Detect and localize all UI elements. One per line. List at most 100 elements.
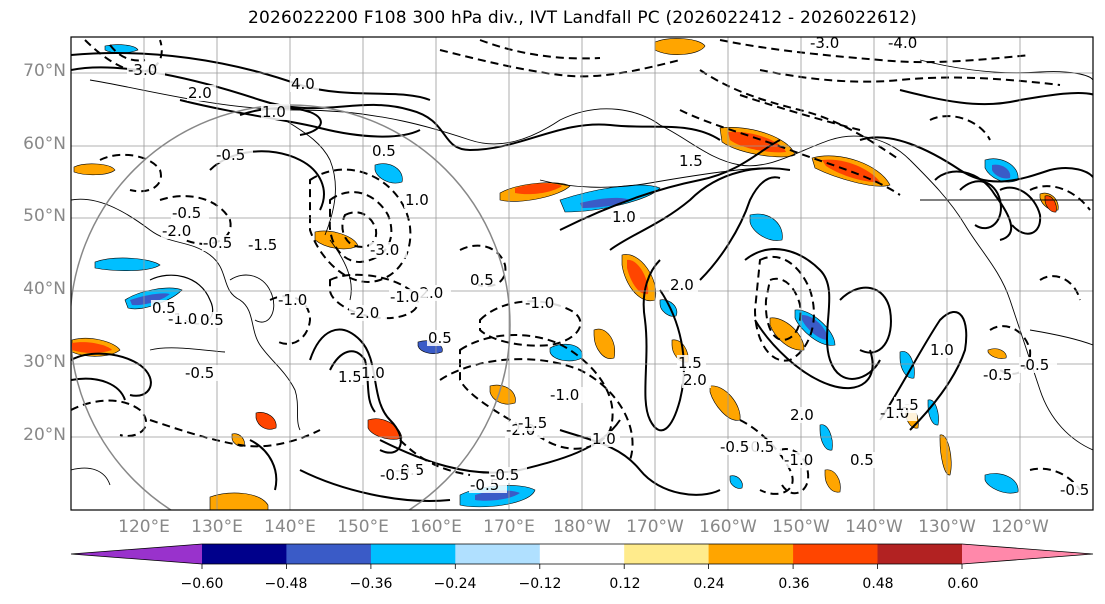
contour-label: 1.5 [338, 368, 362, 386]
contour-positive [899, 89, 1093, 106]
contour-label: -0.5 [1060, 481, 1089, 499]
shade-patch [104, 44, 139, 54]
shade-patch [987, 348, 1007, 359]
contour-label: 4.0 [291, 75, 315, 93]
colorbar-tick-label: −0.36 [349, 576, 393, 592]
contour-label: 2.0 [188, 84, 212, 102]
lon-label: 130°W [918, 517, 976, 537]
contour-label: -1.5 [248, 236, 277, 254]
contour-label-layer: -3.0-2.0-1.0-0.5-0.5-1.5-2.0-2.0-1.0-1.0… [127, 34, 1097, 499]
contour-label-bg [719, 439, 757, 455]
contour-positive [744, 248, 881, 380]
contour-label: 0.5 [850, 451, 874, 469]
lon-label: 140°E [264, 517, 316, 537]
shade-patch [819, 424, 833, 451]
contour-positive [934, 170, 1013, 241]
shade-patch [209, 492, 269, 510]
contour-label: -0.5 [216, 146, 245, 164]
contour-label: 1.5 [895, 396, 919, 414]
contour-label-bg [549, 387, 587, 403]
contour-label: -3.0 [810, 34, 839, 52]
contour-label: -3.0 [128, 61, 157, 79]
contour-positive [859, 136, 1093, 183]
contour-label-bg [404, 192, 433, 208]
contour-label-bg [682, 372, 711, 388]
shade-patch [515, 183, 562, 195]
contour-label-bg [669, 277, 698, 293]
contour-label-bg [349, 305, 387, 321]
contour-positive [179, 99, 421, 138]
contour-negative [149, 419, 321, 448]
colorbar-segment [624, 544, 710, 564]
shade-patch [769, 317, 805, 351]
shade-patch [984, 473, 1019, 494]
contour-negative [759, 69, 1061, 86]
contour-label-bg [1019, 357, 1057, 373]
contour-label: -0.5 [380, 466, 409, 484]
contour-label: -1.0 [784, 451, 813, 469]
contour-positive [559, 429, 721, 496]
colorbar-tick-label: 0.48 [862, 576, 894, 592]
colorbar-tick-label: 0.12 [609, 576, 641, 592]
contour-label-bg [611, 209, 640, 225]
coastline [284, 119, 336, 236]
contour-negative [719, 39, 1031, 64]
contour-positive [71, 52, 431, 101]
shade-patch [72, 342, 112, 353]
contour-label-bg [809, 35, 847, 51]
lat-label: 40°N [23, 279, 66, 299]
lon-label: 130°E [191, 517, 243, 537]
contour-positive [71, 352, 152, 397]
contour-negative [764, 277, 802, 342]
coastline [71, 467, 111, 486]
contour-positive [249, 439, 278, 491]
lon-label: 150°E [337, 517, 389, 537]
contour-label-bg [591, 431, 620, 447]
contour-label-bg [677, 355, 706, 371]
contour-label-bg [261, 104, 290, 120]
contour-positive [71, 377, 126, 401]
contour-label: 2.0 [790, 406, 814, 424]
lon-label: 120°W [991, 517, 1049, 537]
colorbar-tick-label: −0.48 [264, 576, 308, 592]
lon-label: 150°W [772, 517, 830, 537]
colorbar-segment [286, 544, 372, 564]
contour-label-bg [389, 289, 427, 305]
coastlines [71, 59, 1093, 486]
contour-label-bg [849, 452, 878, 468]
contour-label: 0.5 [372, 142, 396, 160]
lon-label: 120°E [118, 517, 170, 537]
lat-label: 50°N [23, 206, 66, 226]
contour-label: 0.5 [200, 311, 224, 329]
coastline [71, 198, 301, 431]
contour-label: -0.5 [185, 364, 214, 382]
contour-negative [479, 300, 582, 347]
contour-label-bg [379, 467, 417, 483]
contour-label-bg [277, 292, 315, 308]
contour-label-bg [469, 272, 498, 288]
contour-label: 1.0 [592, 430, 616, 448]
contour-label: 0.5 [470, 271, 494, 289]
contour-label: 1.5 [678, 354, 702, 372]
contour-label: -0.5 [172, 204, 201, 222]
shade-patch [627, 259, 649, 295]
shade-patch [992, 164, 1011, 179]
colorbar-tick-label: 0.24 [693, 576, 725, 592]
colorbar-tick-label: 0.60 [947, 576, 979, 592]
contour-label: -3.0 [370, 241, 399, 259]
coastline [149, 347, 226, 353]
contour-positive [71, 66, 721, 152]
shade-patch [802, 315, 828, 340]
contour-positive [999, 186, 1042, 235]
contour-negative [439, 358, 634, 461]
contour-label: 1.0 [262, 103, 286, 121]
colorbar-segment [877, 544, 963, 564]
contour-negative [159, 195, 232, 245]
contour-label-bg [184, 365, 222, 381]
contour-label: 1.0 [405, 191, 429, 209]
contour-label-bg [929, 342, 958, 358]
contour-label: -1.0 [525, 294, 554, 312]
lon-label: 140°W [845, 517, 903, 537]
lon-label: 170°W [626, 517, 684, 537]
colorbar-tick-label: 0.36 [778, 576, 810, 592]
